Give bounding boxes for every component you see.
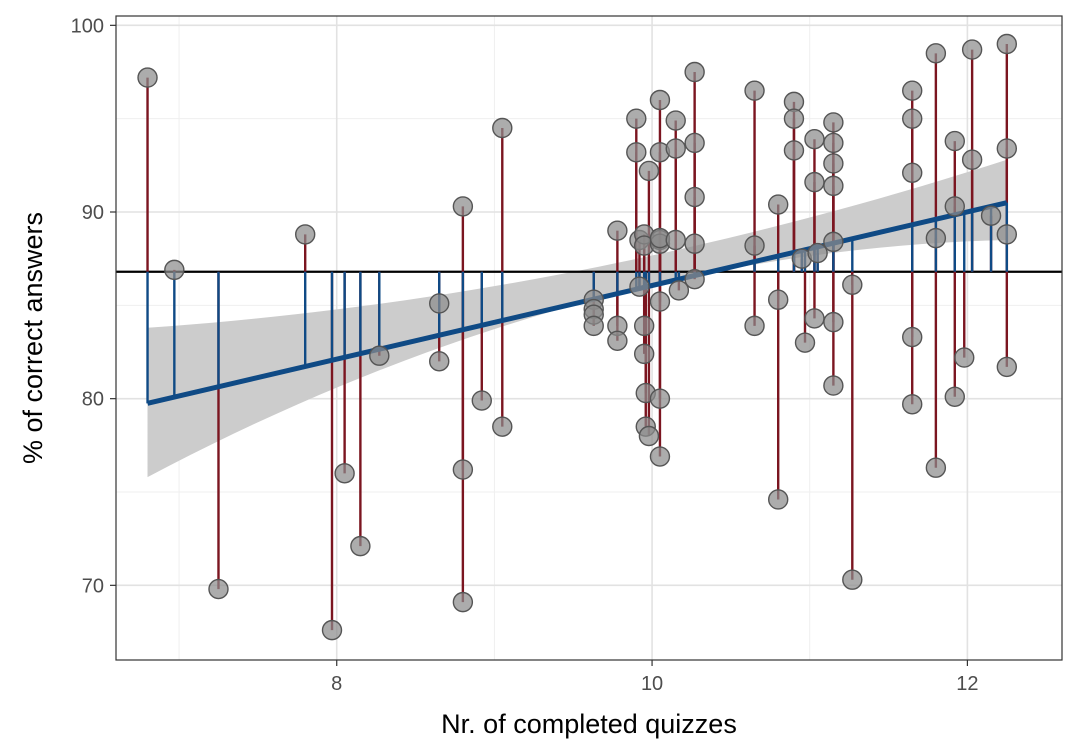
data-point	[369, 345, 390, 366]
data-point	[684, 61, 705, 83]
data-point	[823, 231, 844, 253]
x-axis-ticks: 8 10 12	[331, 660, 979, 695]
data-point	[823, 112, 844, 133]
data-point	[626, 108, 647, 129]
data-point	[638, 425, 660, 447]
data-point	[607, 220, 628, 241]
data-point	[471, 390, 492, 411]
data-point	[649, 291, 671, 312]
data-point	[744, 235, 765, 256]
data-point	[684, 269, 705, 290]
y-tick-label: 70	[82, 575, 104, 597]
data-point	[492, 416, 513, 437]
data-point	[925, 457, 947, 478]
data-point	[823, 175, 844, 197]
y-tick-label: 90	[82, 202, 104, 224]
data-point	[902, 80, 923, 101]
data-point	[804, 171, 825, 193]
data-point	[633, 315, 655, 337]
data-point	[944, 196, 965, 217]
data-point	[638, 160, 660, 182]
data-point	[842, 569, 863, 590]
data-point	[744, 315, 765, 337]
data-point	[668, 280, 690, 301]
x-tick-label: 10	[641, 673, 663, 695]
data-point	[429, 351, 450, 372]
data-point	[768, 289, 789, 310]
data-point	[954, 347, 975, 368]
data-point	[629, 276, 650, 297]
ci-band	[147, 159, 1007, 478]
x-axis-title: Nr. of completed quizzes	[441, 709, 737, 739]
data-point	[452, 196, 474, 217]
data-point	[804, 308, 825, 329]
data-point	[944, 386, 965, 407]
data-point	[164, 259, 185, 281]
x-tick-label: 8	[331, 673, 342, 695]
data-point	[429, 293, 450, 314]
data-point	[208, 578, 229, 600]
data-point	[295, 224, 316, 245]
data-point	[823, 153, 844, 174]
data-point	[492, 117, 513, 139]
data-point	[626, 142, 647, 163]
data-point	[944, 130, 965, 152]
data-point	[842, 274, 863, 295]
data-point	[925, 43, 947, 64]
data-point	[996, 356, 1018, 378]
data-point	[452, 459, 474, 480]
x-tick-label: 12	[956, 673, 978, 695]
y-axis-title: % of correct answers	[18, 212, 48, 464]
data-point	[961, 39, 983, 60]
data-point	[794, 332, 816, 353]
data-point	[334, 463, 355, 484]
data-point	[996, 224, 1018, 245]
data-point	[744, 80, 765, 101]
data-point	[925, 227, 947, 249]
data-point	[684, 233, 705, 254]
data-point	[583, 315, 604, 337]
data-point	[783, 140, 805, 161]
data-point	[996, 33, 1018, 55]
y-tick-label: 80	[82, 389, 104, 411]
data-point	[902, 162, 923, 184]
data-point	[633, 343, 655, 365]
data-point	[350, 535, 371, 557]
data-point	[321, 619, 343, 641]
data-point	[452, 591, 474, 613]
data-point	[768, 489, 789, 510]
data-point	[665, 110, 686, 131]
data-point	[980, 205, 1002, 226]
data-point	[823, 132, 844, 154]
data-point	[649, 89, 671, 111]
plot-panel-border	[115, 15, 1063, 661]
data-point	[902, 394, 923, 415]
data-point	[823, 375, 844, 396]
data-point	[823, 311, 844, 333]
data-point	[665, 138, 686, 159]
confidence-band	[147, 159, 1007, 478]
data-point	[902, 326, 923, 348]
y-axis-ticks: 70 80 90 100	[71, 15, 116, 597]
regression-line	[146, 200, 1008, 406]
data-point	[807, 242, 828, 264]
data-point	[649, 446, 671, 467]
data-point	[607, 330, 628, 351]
y-tick-label: 100	[71, 15, 104, 37]
data-points	[137, 33, 1018, 641]
data-point	[961, 149, 983, 170]
data-point	[665, 229, 686, 251]
data-point	[768, 194, 789, 215]
data-point	[684, 132, 705, 154]
regression-fit-line	[146, 200, 1008, 406]
data-point	[902, 108, 923, 129]
data-point	[783, 108, 805, 129]
data-point	[684, 186, 705, 208]
data-point	[996, 138, 1018, 159]
data-point	[649, 388, 671, 409]
data-point	[137, 67, 158, 88]
data-point	[804, 128, 825, 150]
